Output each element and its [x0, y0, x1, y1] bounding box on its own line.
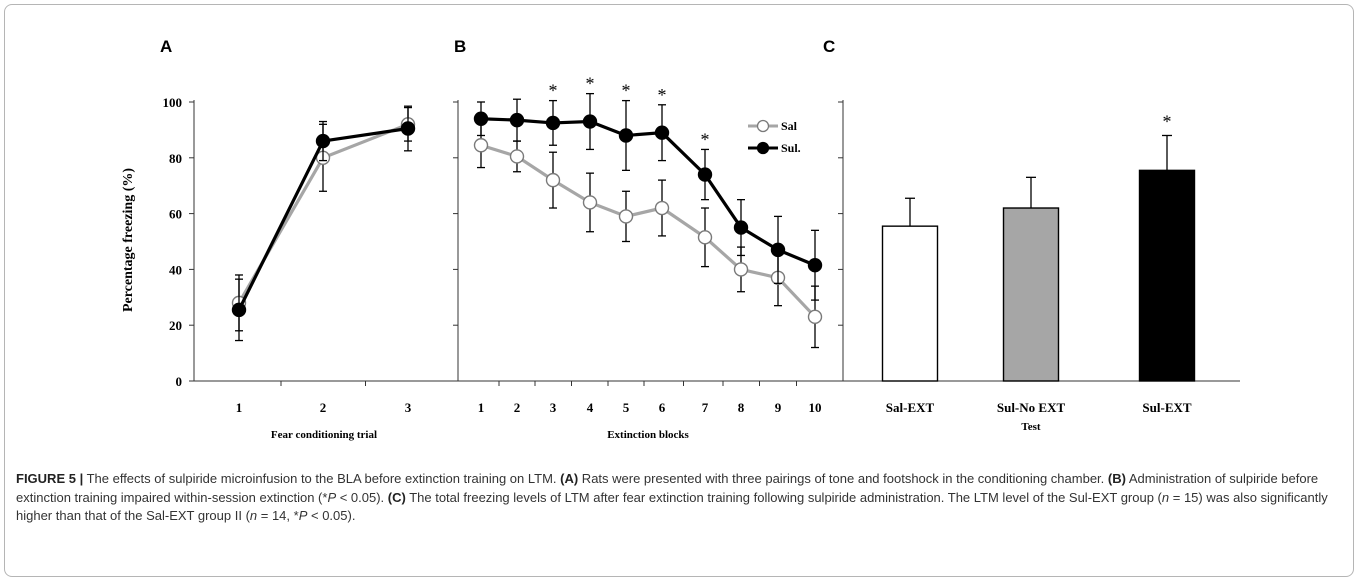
x-tick-label: 6: [659, 400, 666, 415]
x-tick-label: 1: [478, 400, 485, 415]
x-axis-title: Test: [1021, 421, 1040, 433]
y-tick-label: 100: [163, 95, 183, 110]
data-point-sal: [582, 195, 598, 210]
panel-letter-b: B: [454, 37, 466, 56]
x-tick-label: 9: [775, 400, 782, 415]
data-point-sul: [582, 114, 598, 129]
y-tick-label: 80: [169, 151, 182, 166]
caption-segment: The total freezing levels of LTM after f…: [405, 489, 1162, 505]
x-axis-title: Fear conditioning trial: [271, 429, 377, 441]
significance-star: *: [549, 81, 558, 101]
data-point-sul: [400, 121, 416, 136]
x-tick-label: 7: [702, 400, 709, 415]
y-tick-label: 20: [169, 318, 182, 333]
panel-letter-c: C: [823, 37, 835, 56]
y-tick-label: 60: [169, 207, 182, 222]
data-point-sul: [231, 302, 247, 318]
x-tick-label: 3: [405, 400, 412, 415]
x-tick-label: 4: [587, 400, 594, 415]
significance-star: *: [622, 81, 631, 101]
data-point-sul: [807, 258, 823, 273]
data-point-sal: [733, 262, 749, 277]
caption-segment: < 0.05).: [336, 489, 388, 505]
data-point-sal: [654, 200, 670, 216]
series-line-sul: [480, 117, 816, 267]
x-tick-label: Sul-EXT: [1142, 400, 1191, 415]
significance-star: *: [701, 129, 710, 149]
y-tick-label: 0: [176, 374, 183, 389]
x-axis-title: Extinction blocks: [607, 429, 689, 441]
data-point-sul: [545, 115, 561, 131]
caption-segment: = 14, *: [257, 508, 299, 523]
plot-layer: 0 20 40 60 80 100 1 2 3 Fear conditioning trial 1 2…: [163, 74, 1240, 441]
data-point-sal: [509, 149, 525, 164]
data-point-sul: [654, 125, 670, 140]
data-point-sal: [545, 172, 561, 188]
legend-marker: [756, 141, 770, 155]
x-tick-label: 5: [623, 400, 630, 415]
caption-segment: (C): [387, 489, 406, 505]
significance-star: *: [1163, 111, 1172, 131]
x-tick-label: Sal-EXT: [886, 400, 935, 415]
x-tick-label: 1: [236, 400, 243, 415]
caption-segment: P: [327, 489, 337, 505]
data-point-sul: [618, 128, 634, 143]
x-tick-label: 8: [738, 400, 745, 415]
caption-segment: (A): [560, 471, 579, 486]
legend-label: Sul.: [781, 141, 801, 155]
caption-segment: Rats were presented with three pairings …: [578, 471, 1108, 486]
caption-segment: The effects of sulpiride microinfusion t…: [83, 471, 561, 486]
data-point-sul: [509, 112, 525, 128]
data-point-sul: [770, 242, 786, 258]
caption-segment: Administration of sulpiride before extin…: [16, 471, 1319, 505]
significance-star: *: [586, 74, 595, 94]
figure-frame: [4, 4, 1354, 577]
x-tick-label: 2: [320, 400, 327, 415]
figure-label: FIGURE 5 |: [16, 471, 84, 486]
figure-caption: FIGURE 5 | The effects of sulpiride micr…: [16, 470, 1344, 526]
caption-segment: n: [1161, 489, 1170, 505]
x-tick-label: 2: [514, 400, 521, 415]
x-tick-label: 3: [550, 400, 557, 415]
y-axis-title: Percentage freezing (%): [121, 168, 136, 312]
caption-segment: < 0.05).: [307, 508, 356, 523]
data-point-sal: [618, 209, 634, 224]
significance-star: *: [658, 85, 667, 105]
data-point-sul: [315, 133, 331, 149]
data-point-sul: [473, 111, 489, 126]
data-point-sal: [807, 309, 823, 325]
bar-sul-ext: [1138, 169, 1196, 382]
data-point-sal: [473, 138, 489, 153]
panel-letter-a: A: [160, 37, 172, 56]
legend-marker: [756, 119, 770, 133]
legend-label: Sal: [781, 119, 798, 133]
x-tick-label: 10: [809, 400, 822, 415]
data-point-sul: [733, 220, 749, 235]
data-point-sul: [697, 167, 713, 182]
data-point-sal: [697, 230, 713, 245]
caption-segment: P: [298, 508, 308, 523]
series-line-sal: [480, 143, 817, 318]
figure-charts: A B C Percentage freezing (%) 0 20 40 60 80 1…: [121, 37, 1240, 441]
y-tick-label: 40: [169, 262, 182, 277]
caption-segment: n: [249, 508, 258, 523]
caption-segment: = 15) was also significantly higher than…: [16, 489, 1328, 524]
bar-sul-no-ext: [1002, 207, 1060, 382]
caption-segment: (B): [1107, 471, 1126, 486]
bar-sal-ext: [881, 225, 939, 382]
x-tick-label: Sul-No EXT: [997, 400, 1066, 415]
